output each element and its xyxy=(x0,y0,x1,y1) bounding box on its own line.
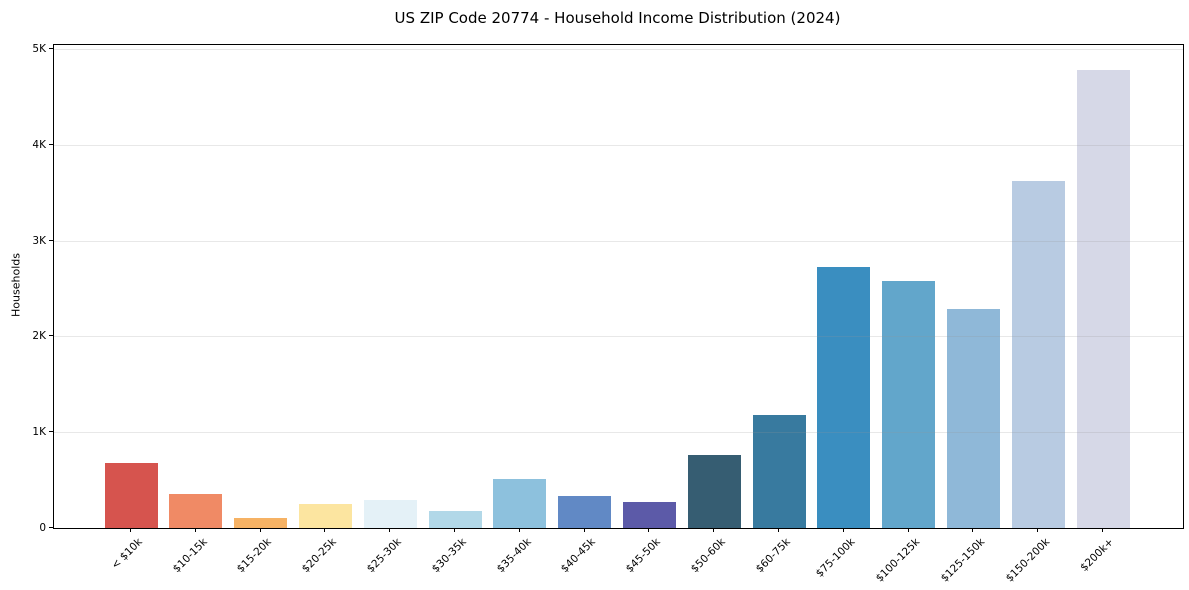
bar-$35-40k xyxy=(493,478,547,528)
x-tick-label: $45-50k xyxy=(623,536,663,576)
bar-$25-30k xyxy=(363,500,417,528)
chart-title: US ZIP Code 20774 - Household Income Dis… xyxy=(394,9,841,27)
y-tick-label: 0 xyxy=(39,522,46,534)
y-tick-mark xyxy=(49,239,53,241)
x-tick-label: $150-200k xyxy=(1003,536,1052,585)
y-tick-label: 3K xyxy=(32,234,46,247)
x-tick-mark xyxy=(324,528,326,532)
x-tick-mark xyxy=(972,528,974,532)
x-tick-mark xyxy=(518,528,520,532)
x-tick-mark xyxy=(259,528,261,532)
x-tick-label: $20-25k xyxy=(299,536,339,576)
x-tick-label: $35-40k xyxy=(494,536,534,576)
gridline-5K xyxy=(54,49,1183,50)
x-tick-label: $125-150k xyxy=(938,536,987,585)
bar-$75-100k xyxy=(817,267,871,528)
x-tick-label: $10-15k xyxy=(170,536,210,576)
bar-$125-150k xyxy=(946,308,1000,528)
x-tick-mark xyxy=(907,528,909,532)
bar-$150-200k xyxy=(1011,181,1065,528)
bar-$20-25k xyxy=(298,504,352,528)
x-tick-mark xyxy=(1037,528,1039,532)
x-tick-label: $40-45k xyxy=(559,536,599,576)
bar-$60-75k xyxy=(752,415,806,528)
gridline-3K xyxy=(54,240,1183,242)
x-tick-label: $100-125k xyxy=(873,536,923,585)
x-tick-label: $75-100k xyxy=(813,536,858,580)
x-tick-label: $50-60k xyxy=(688,536,728,576)
bar-$30-35k xyxy=(428,510,482,528)
bar-< $10k xyxy=(104,462,158,528)
bar-$40-45k xyxy=(558,495,612,528)
x-tick-mark xyxy=(713,528,715,532)
x-tick-mark xyxy=(454,528,455,532)
bar-$45-50k xyxy=(622,502,676,528)
plot-area xyxy=(53,44,1184,529)
x-tick-mark xyxy=(194,528,196,532)
gridline-4K xyxy=(54,144,1183,146)
x-tick-mark xyxy=(648,528,650,532)
y-tick-label: 5K xyxy=(32,43,46,55)
y-tick-mark xyxy=(49,527,53,528)
x-tick-label: $15-20k xyxy=(235,536,275,576)
x-tick-label: $200k+ xyxy=(1078,536,1117,574)
x-tick-mark xyxy=(778,528,779,532)
y-tick-label: 4K xyxy=(32,138,46,151)
x-tick-mark xyxy=(1102,528,1103,532)
y-tick-mark xyxy=(49,335,53,337)
x-tick-mark xyxy=(130,528,131,532)
y-tick-mark xyxy=(49,431,53,433)
x-tick-mark xyxy=(842,528,844,532)
x-tick-mark xyxy=(583,528,585,532)
bar-$50-60k xyxy=(687,455,741,528)
gridline-2K xyxy=(54,336,1183,338)
bar-$100-125k xyxy=(882,280,936,528)
y-tick-mark xyxy=(49,143,53,145)
bar-$15-20k xyxy=(234,517,288,528)
bar-$200k+ xyxy=(1076,70,1130,528)
bar-$10-15k xyxy=(169,493,223,528)
x-tick-label: $60-75k xyxy=(753,536,793,576)
gridline-1K xyxy=(54,432,1183,434)
x-tick-label: $25-30k xyxy=(364,536,404,576)
x-tick-label: $30-35k xyxy=(429,536,469,576)
y-tick-mark xyxy=(49,48,53,49)
y-axis-label: Households xyxy=(9,253,23,317)
y-tick-label: 1K xyxy=(32,426,46,439)
y-tick-label: 2K xyxy=(32,330,46,343)
x-tick-mark xyxy=(389,528,391,532)
x-tick-label: < $10k xyxy=(108,536,145,572)
